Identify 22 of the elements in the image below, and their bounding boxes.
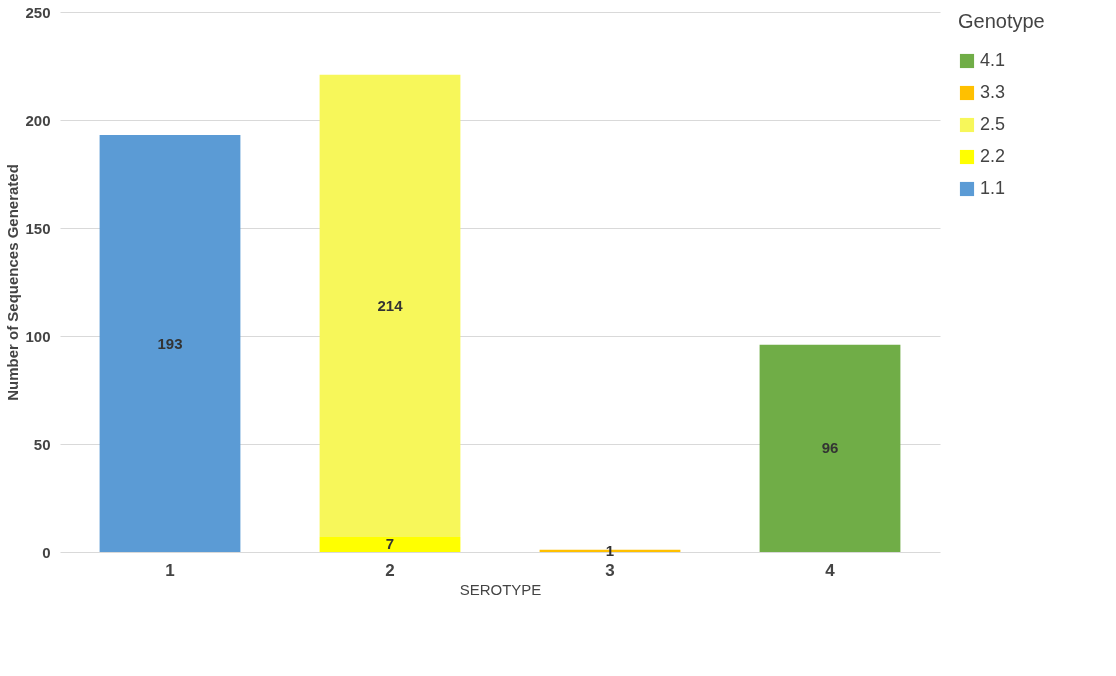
x-tick-label: 3 (605, 560, 615, 580)
y-tick-label: 100 (25, 327, 51, 345)
data-label: 96 (821, 439, 839, 457)
data-label: 193 (157, 334, 183, 352)
y-tick-label: 0 (42, 543, 51, 561)
legend-title: Genotype (958, 10, 1045, 32)
y-tick-label: 250 (25, 3, 51, 21)
x-tick-label: 2 (385, 560, 395, 580)
y-axis-title: Number of Sequences Generated (4, 164, 22, 401)
x-axis-title: SEROTYPE (459, 580, 542, 598)
y-tick-label: 200 (25, 111, 51, 129)
y-tick-label: 50 (33, 435, 51, 453)
legend-label: 1.1 (980, 178, 1006, 198)
legend-label: 4.1 (980, 50, 1006, 70)
x-tick-label: 4 (825, 560, 836, 580)
legend-label: 3.3 (980, 82, 1006, 102)
data-label: 214 (377, 296, 404, 314)
data-label: 7 (385, 535, 395, 553)
legend-label: 2.5 (980, 114, 1006, 134)
legend-label: 2.2 (980, 146, 1006, 166)
x-tick-label: 1 (165, 560, 175, 580)
y-tick-label: 150 (25, 219, 51, 237)
